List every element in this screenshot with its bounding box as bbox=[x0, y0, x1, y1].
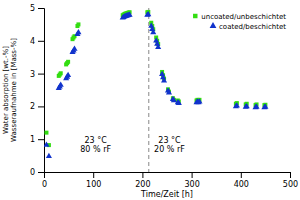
tick: 5 bbox=[30, 4, 44, 13]
point bbox=[261, 104, 267, 109]
point bbox=[196, 98, 202, 103]
point bbox=[262, 104, 268, 109]
point bbox=[154, 41, 160, 46]
point bbox=[46, 153, 52, 158]
point bbox=[126, 12, 132, 17]
tick-label: 5 bbox=[30, 4, 35, 13]
point bbox=[195, 99, 201, 104]
point bbox=[44, 131, 48, 135]
tick-mark bbox=[142, 172, 143, 178]
point bbox=[149, 26, 155, 31]
tick-mark bbox=[38, 172, 44, 173]
tick: 0 bbox=[42, 172, 47, 189]
point bbox=[58, 82, 64, 87]
legend: uncoated/unbeschichtet coated/beschichtet bbox=[193, 13, 286, 31]
legend-item: uncoated/unbeschichtet bbox=[193, 13, 286, 21]
point bbox=[161, 77, 167, 82]
tick: 300 bbox=[184, 172, 199, 189]
x-axis-title: Time/Zeit [h] bbox=[140, 190, 193, 199]
point bbox=[59, 71, 63, 75]
marks bbox=[44, 8, 268, 172]
tick: 2 bbox=[30, 102, 44, 111]
point bbox=[127, 11, 133, 16]
tick-mark bbox=[38, 106, 44, 107]
point bbox=[234, 102, 240, 107]
series bbox=[44, 11, 268, 158]
tick: 1 bbox=[30, 135, 44, 144]
chart: 0 100 200 300 400 500 0 1 2 3 4 5 23 °C80 % rF 23 °C2… bbox=[0, 0, 300, 200]
legend-item: coated/beschichtet bbox=[210, 22, 287, 31]
point bbox=[175, 99, 181, 104]
tick-label: 300 bbox=[184, 180, 199, 189]
legend-symbol bbox=[193, 14, 197, 18]
point bbox=[145, 11, 151, 16]
annotation: 23 °C20 % rF bbox=[154, 136, 185, 154]
tick-label: 500 bbox=[283, 180, 298, 189]
tick-mark bbox=[38, 74, 44, 75]
tick-label: 0 bbox=[42, 180, 47, 189]
point bbox=[71, 45, 77, 50]
legend-label: coated/beschichtet bbox=[219, 23, 286, 31]
tick: 500 bbox=[283, 172, 298, 189]
tick-label: 400 bbox=[234, 180, 249, 189]
point bbox=[144, 11, 150, 16]
point bbox=[65, 72, 71, 77]
point bbox=[150, 29, 156, 34]
point bbox=[159, 71, 165, 76]
y-axis-title: Water absorption [wt.-%]Wasseraufnahme i… bbox=[2, 38, 18, 142]
legend-symbol bbox=[210, 22, 217, 28]
tick-mark bbox=[38, 139, 44, 140]
point bbox=[76, 22, 80, 26]
point bbox=[243, 104, 249, 109]
tick-label: 0 bbox=[30, 168, 35, 177]
tick-label: 2 bbox=[30, 102, 35, 111]
reference-line bbox=[148, 8, 149, 172]
y-axis: 0 1 2 3 4 5 bbox=[30, 4, 45, 177]
point bbox=[44, 142, 49, 147]
axis-line bbox=[38, 9, 45, 173]
tick: 100 bbox=[86, 172, 101, 189]
point bbox=[66, 60, 70, 64]
point bbox=[160, 74, 166, 79]
tick-label: 4 bbox=[30, 37, 35, 46]
tick: 0 bbox=[30, 168, 44, 177]
tick: 4 bbox=[30, 37, 44, 46]
axis-line bbox=[45, 173, 291, 179]
point bbox=[244, 103, 250, 108]
tick-mark bbox=[38, 8, 44, 9]
x-axis: 0 100 200 300 400 500 bbox=[42, 172, 298, 189]
plot-area: 0 100 200 300 400 500 0 1 2 3 4 5 23 °C80 % rF 23 °C2… bbox=[30, 4, 298, 189]
point bbox=[148, 23, 154, 28]
tick: 400 bbox=[234, 172, 249, 189]
point bbox=[166, 89, 172, 94]
tick-label: 100 bbox=[86, 180, 101, 189]
tick-mark bbox=[93, 172, 94, 178]
tick-mark bbox=[192, 172, 193, 178]
tick-mark bbox=[38, 41, 44, 42]
point bbox=[171, 97, 177, 102]
annotation: 23 °C80 % rF bbox=[80, 136, 111, 154]
tick-mark bbox=[290, 172, 291, 178]
point bbox=[253, 104, 259, 109]
point bbox=[176, 100, 182, 105]
point bbox=[233, 103, 239, 108]
tick: 3 bbox=[30, 70, 44, 79]
tick: 200 bbox=[135, 172, 150, 189]
legend-label: uncoated/unbeschichtet bbox=[201, 13, 286, 21]
point bbox=[153, 37, 159, 42]
point bbox=[75, 29, 81, 34]
tick-mark bbox=[241, 172, 242, 178]
point bbox=[155, 44, 161, 49]
tick-label: 1 bbox=[30, 135, 35, 144]
point bbox=[254, 104, 260, 109]
tick-label: 3 bbox=[30, 70, 35, 79]
tick-label: 200 bbox=[135, 180, 150, 189]
